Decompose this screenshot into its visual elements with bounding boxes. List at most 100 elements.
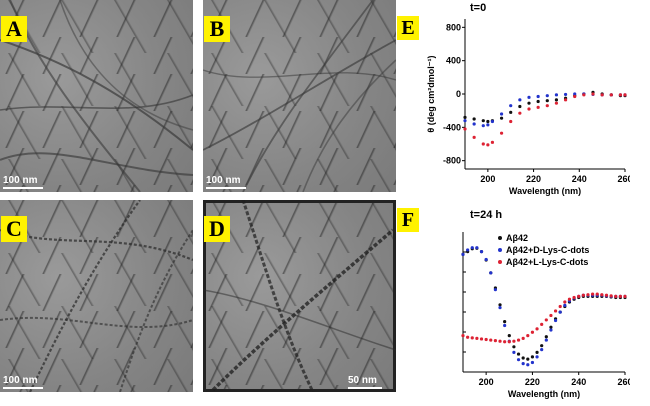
data-point <box>554 98 559 102</box>
data-point <box>535 350 539 354</box>
data-point <box>527 101 531 105</box>
data-point <box>549 313 553 318</box>
data-point <box>609 294 613 298</box>
panel-letter: C <box>1 216 27 242</box>
y-tick-label: 800 <box>446 22 461 32</box>
data-point <box>466 248 470 252</box>
scale-bar: 100 nm <box>206 175 246 189</box>
data-point <box>512 345 516 349</box>
fibril-texture <box>203 0 396 192</box>
data-point <box>536 94 540 99</box>
data-point <box>527 95 531 99</box>
data-point <box>553 309 558 313</box>
data-point <box>535 355 539 359</box>
chart-title-f: t=24 h <box>470 209 503 221</box>
x-axis-label: Wavelength (nm) <box>509 186 581 196</box>
data-point <box>553 318 558 323</box>
data-point <box>544 318 548 322</box>
data-point <box>536 99 540 104</box>
data-point <box>540 344 544 348</box>
data-point <box>614 294 618 298</box>
data-point <box>484 257 488 262</box>
data-point <box>498 306 502 310</box>
data-point <box>490 140 495 144</box>
data-point <box>470 336 474 340</box>
data-point <box>544 338 548 342</box>
legend-marker <box>498 260 502 264</box>
data-point <box>518 111 522 115</box>
panel-letter: D <box>204 216 230 242</box>
data-point <box>521 336 525 340</box>
data-point <box>595 292 599 296</box>
data-point <box>479 337 484 341</box>
data-point <box>463 115 467 119</box>
y-tick-label: -800 <box>443 156 461 166</box>
fibril-texture <box>0 200 193 392</box>
x-tick-label: 240 <box>571 377 586 387</box>
data-point <box>582 93 586 97</box>
data-point <box>503 340 507 344</box>
data-point <box>481 119 485 123</box>
y-axis-label: θ (deg cm²dmol⁻¹) <box>426 55 436 132</box>
data-point <box>536 105 540 109</box>
data-point <box>490 119 495 124</box>
panel-letter: A <box>1 16 27 42</box>
fibril-texture <box>0 0 193 192</box>
data-point <box>563 98 568 102</box>
data-point <box>554 93 559 97</box>
data-point <box>623 294 627 298</box>
data-point <box>591 292 595 296</box>
data-point <box>481 142 485 146</box>
data-point <box>461 252 465 256</box>
panel-letter: B <box>204 16 230 42</box>
data-point <box>545 94 549 98</box>
data-point <box>509 104 513 108</box>
data-point <box>507 334 511 338</box>
data-point <box>521 356 525 360</box>
data-point <box>540 348 544 352</box>
data-point <box>600 93 604 97</box>
data-point <box>535 327 539 331</box>
data-point <box>563 300 567 304</box>
data-point <box>516 352 521 356</box>
data-point <box>549 328 553 332</box>
cd-chart-t0: 200 220 240 260 Wavelength (nm) -800 -400 0 400 8… <box>426 19 630 196</box>
scale-label: 100 nm <box>3 175 38 186</box>
y-tick-label: 400 <box>446 56 461 66</box>
data-point <box>558 304 562 309</box>
data-point <box>563 303 567 307</box>
tem-panel-c: C 100 nm <box>0 200 193 392</box>
data-point <box>618 294 622 298</box>
data-point <box>475 246 479 250</box>
scale-bar: 100 nm <box>3 175 43 189</box>
data-point <box>499 131 504 135</box>
legend-marker <box>498 248 502 252</box>
data-point <box>509 110 513 114</box>
data-point <box>558 310 562 314</box>
data-point <box>509 119 513 124</box>
data-point <box>461 334 465 338</box>
data-point <box>484 337 488 342</box>
data-point <box>527 107 531 111</box>
legend-label: Aβ42+L-Lys-C-dots <box>506 257 588 267</box>
legend-label: Aβ42+D-Lys-C-dots <box>506 245 589 255</box>
data-point <box>516 338 521 342</box>
data-point <box>499 112 504 116</box>
data-point <box>544 335 548 339</box>
data-point <box>609 93 613 97</box>
tem-panel-d: D 50 nm <box>203 200 396 392</box>
scale-label: 100 nm <box>3 375 38 386</box>
data-point <box>591 92 595 96</box>
x-tick-label: 200 <box>480 174 495 184</box>
data-point <box>493 339 497 343</box>
scale-label: 50 nm <box>348 375 377 386</box>
data-point <box>512 339 516 343</box>
x-tick-label: 200 <box>479 377 494 387</box>
data-point <box>489 338 493 342</box>
data-point <box>530 355 535 359</box>
data-point <box>530 330 535 334</box>
x-tick-label: 220 <box>526 174 541 184</box>
tem-panel-b: B 100 nm <box>203 0 396 192</box>
x-tick-label: 220 <box>525 377 540 387</box>
data-point <box>540 322 544 326</box>
